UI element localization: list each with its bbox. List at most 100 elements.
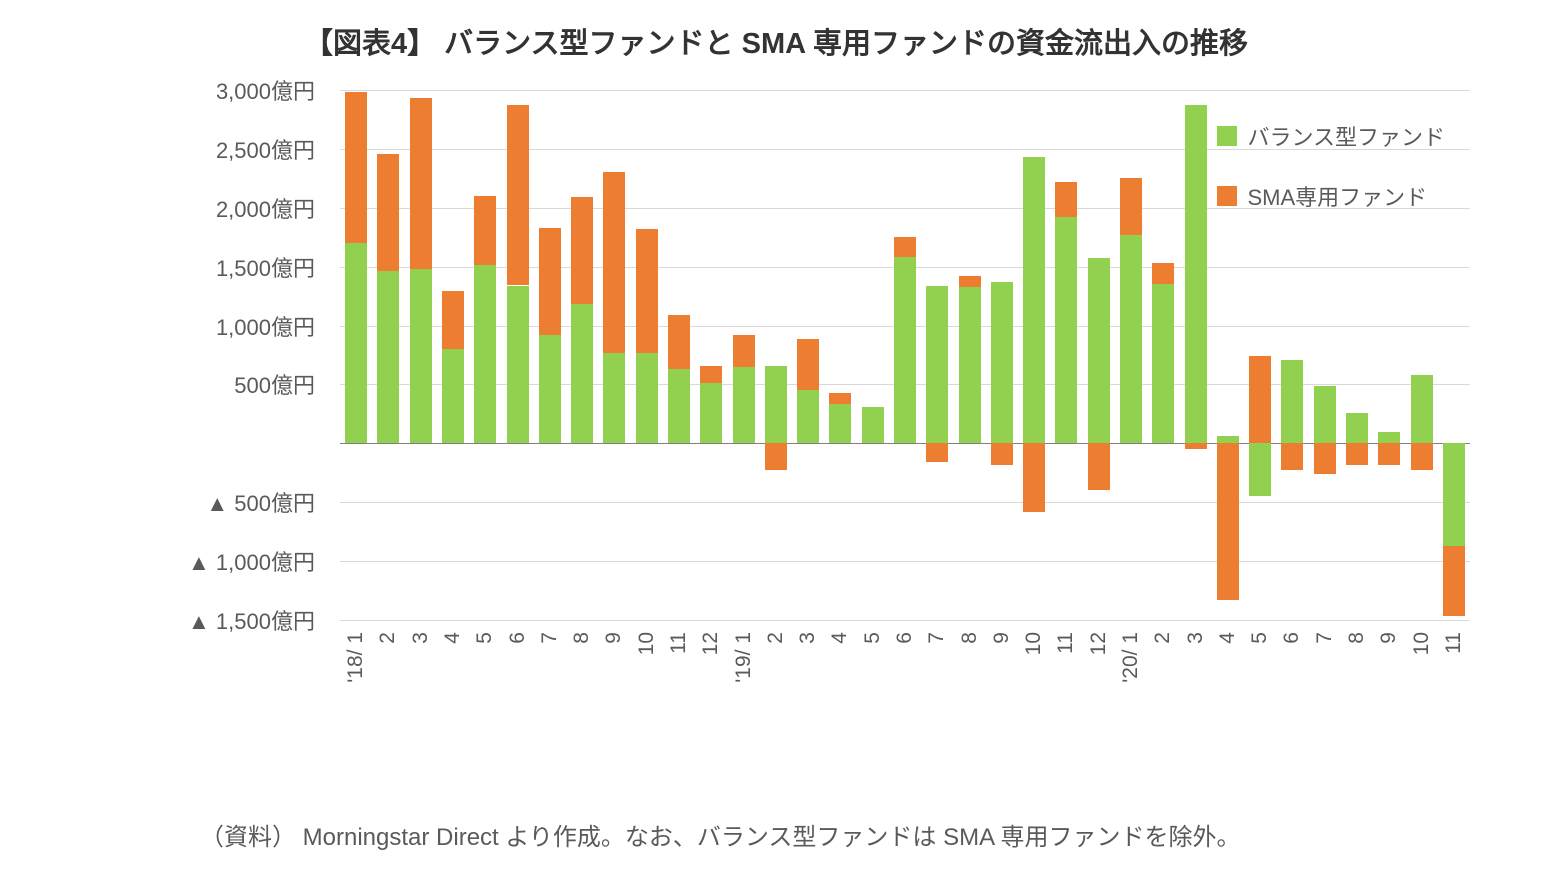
source-note: （資料） Morningstar Direct より作成。なお、バランス型ファン… bbox=[200, 817, 1240, 852]
bar-balance bbox=[442, 349, 464, 443]
bar-balance bbox=[829, 404, 851, 443]
bar-sma bbox=[1120, 178, 1142, 235]
bar-sma bbox=[829, 393, 851, 405]
x-axis-label: 3 bbox=[409, 632, 433, 644]
bar-balance bbox=[926, 286, 948, 444]
bar-sma bbox=[1443, 546, 1465, 617]
bar-balance bbox=[636, 353, 658, 444]
bar-sma bbox=[1249, 356, 1271, 443]
chart-title: 【図表4】 バランス型ファンドと SMA 専用ファンドの資金流出入の推移 bbox=[0, 0, 1552, 62]
bar-balance bbox=[1443, 443, 1465, 545]
x-axis-label: 6 bbox=[893, 632, 917, 644]
bar-balance bbox=[1055, 217, 1077, 443]
bar-balance bbox=[991, 282, 1013, 443]
bar-balance bbox=[603, 353, 625, 444]
y-axis-label: 1,000億円 bbox=[15, 310, 315, 342]
x-axis-label: 7 bbox=[1313, 632, 1337, 644]
x-axis-label: 9 bbox=[990, 632, 1014, 644]
x-axis-label: 10 bbox=[1022, 632, 1046, 655]
bar-sma bbox=[733, 335, 755, 367]
y-axis-label: 2,000億円 bbox=[15, 192, 315, 224]
bar-balance bbox=[1120, 235, 1142, 443]
y-axis-label: ▲ 500億円 bbox=[15, 486, 315, 518]
bar-balance bbox=[959, 287, 981, 444]
y-axis-label: 1,500億円 bbox=[15, 251, 315, 283]
bar-balance bbox=[797, 390, 819, 443]
x-axis-label: 8 bbox=[1345, 632, 1369, 644]
x-axis-label: 8 bbox=[958, 632, 982, 644]
bar-sma bbox=[410, 98, 432, 269]
bar-sma bbox=[1152, 263, 1174, 284]
x-axis-label: 10 bbox=[1410, 632, 1434, 655]
x-axis-label: 5 bbox=[473, 632, 497, 644]
y-axis-label: 500億円 bbox=[15, 368, 315, 400]
y-axis-label: ▲ 1,000億円 bbox=[15, 545, 315, 577]
x-axis-label: 5 bbox=[1248, 632, 1272, 644]
bar-sma bbox=[603, 172, 625, 352]
bar-sma bbox=[1346, 443, 1368, 464]
bar-balance bbox=[1378, 432, 1400, 444]
bar-sma bbox=[926, 443, 948, 462]
x-axis-label: 6 bbox=[506, 632, 530, 644]
bar-balance bbox=[1088, 258, 1110, 443]
bar-balance bbox=[765, 366, 787, 444]
chart-area: バランス型ファンド SMA専用ファンド 3,000億円2,500億円2,000億… bbox=[340, 85, 1470, 700]
bar-sma bbox=[1055, 182, 1077, 217]
bar-balance bbox=[668, 369, 690, 443]
x-axis-label: 11 bbox=[1054, 632, 1078, 654]
bar-sma bbox=[894, 237, 916, 257]
x-axis-label: 8 bbox=[570, 632, 594, 644]
x-axis-label: 2 bbox=[1151, 632, 1175, 644]
x-axis-label: 2 bbox=[376, 632, 400, 644]
gridline bbox=[340, 620, 1470, 621]
bar-sma bbox=[1023, 443, 1045, 511]
x-axis-label: 5 bbox=[861, 632, 885, 644]
bar-sma bbox=[474, 196, 496, 265]
bar-sma bbox=[377, 154, 399, 272]
x-axis-label: '18/ 1 bbox=[344, 632, 368, 683]
bar-sma bbox=[1217, 443, 1239, 600]
bar-sma bbox=[668, 315, 690, 369]
bar-balance bbox=[539, 335, 561, 443]
bar-sma bbox=[636, 229, 658, 353]
bar-sma bbox=[571, 197, 593, 304]
gridline bbox=[340, 90, 1470, 91]
bar-balance bbox=[1346, 413, 1368, 444]
bar-sma bbox=[442, 291, 464, 349]
bar-sma bbox=[507, 105, 529, 285]
bar-balance bbox=[1185, 105, 1207, 443]
bar-sma bbox=[1314, 443, 1336, 474]
bar-balance bbox=[377, 271, 399, 443]
x-axis-label: 7 bbox=[538, 632, 562, 644]
y-axis-label: 3,000億円 bbox=[15, 74, 315, 106]
bar-sma bbox=[345, 92, 367, 243]
x-axis-label: 4 bbox=[441, 632, 465, 644]
x-axis-label: 3 bbox=[1184, 632, 1208, 644]
bar-balance bbox=[733, 367, 755, 444]
y-axis-label: ▲ 1,500億円 bbox=[15, 604, 315, 636]
bar-balance bbox=[1249, 443, 1271, 496]
x-axis-label: 12 bbox=[1087, 632, 1111, 655]
bar-sma bbox=[700, 366, 722, 384]
x-axis-label: 4 bbox=[1216, 632, 1240, 644]
bar-balance bbox=[1217, 436, 1239, 443]
bar-balance bbox=[894, 257, 916, 443]
x-axis-label: 6 bbox=[1280, 632, 1304, 644]
bar-sma bbox=[1088, 443, 1110, 490]
y-axis-label: 2,500億円 bbox=[15, 133, 315, 165]
x-axis-label: 9 bbox=[602, 632, 626, 644]
bar-sma bbox=[765, 443, 787, 470]
x-axis-label: '20/ 1 bbox=[1119, 632, 1143, 683]
bar-balance bbox=[410, 269, 432, 443]
bar-balance bbox=[700, 383, 722, 443]
x-axis-label: 4 bbox=[828, 632, 852, 644]
bar-sma bbox=[991, 443, 1013, 464]
bar-balance bbox=[571, 304, 593, 443]
x-axis-label: 10 bbox=[635, 632, 659, 655]
bar-balance bbox=[1314, 386, 1336, 444]
bar-sma bbox=[1411, 443, 1433, 470]
bar-balance bbox=[1152, 284, 1174, 443]
bar-sma bbox=[959, 276, 981, 287]
bar-balance bbox=[1281, 360, 1303, 444]
gridline bbox=[340, 502, 1470, 503]
